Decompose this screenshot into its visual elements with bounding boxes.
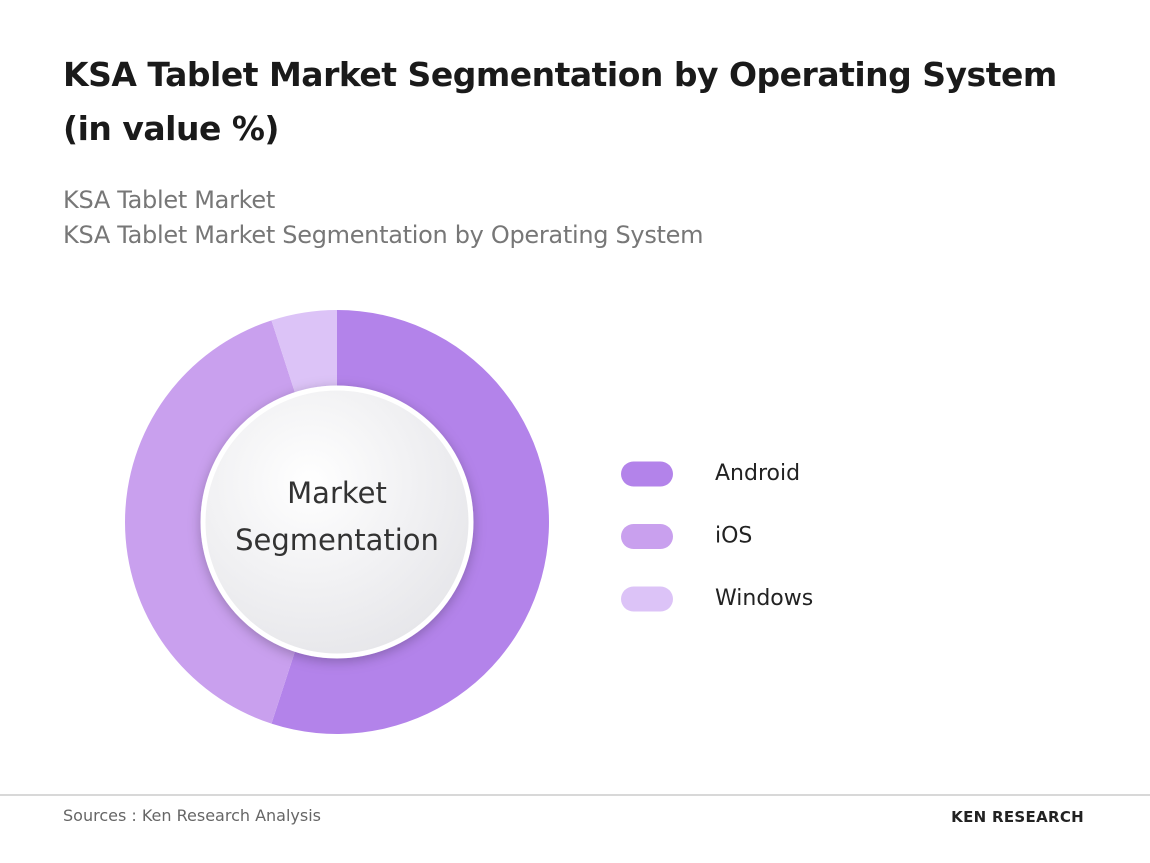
brand-logo: KEN RESEARCH — [951, 808, 1084, 826]
donut-hole — [200, 385, 474, 659]
center-label: Market Segmentation — [235, 476, 439, 557]
legend-swatch — [621, 586, 673, 612]
donut-slice — [271, 310, 337, 408]
donut-slice — [271, 310, 550, 734]
subtitle: KSA Tablet Market Segmentation by Operat… — [63, 221, 704, 249]
legend-label: Android — [715, 461, 800, 486]
legend-swatch — [621, 524, 673, 549]
legend-swatch — [621, 461, 673, 487]
legend-label: iOS — [715, 524, 752, 549]
legend-label: Windows — [715, 586, 813, 611]
source-note: Sources : Ken Research Analysis — [63, 806, 322, 825]
subtitle: KSA Tablet Market — [63, 186, 275, 214]
chart-title: KSA Tablet Market Segmentation by Operat… — [63, 55, 1057, 148]
